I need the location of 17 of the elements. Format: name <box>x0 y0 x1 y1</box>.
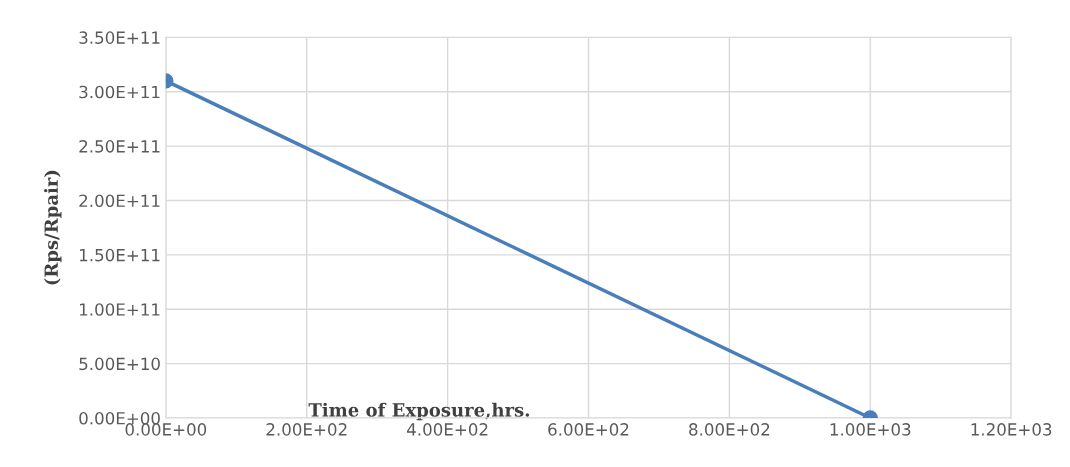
x-tick-label: 0.00E+00 <box>125 423 207 436</box>
y-tick-label: 5.00E+10 <box>79 357 160 371</box>
x-axis-title: Time of Exposure,hrs. <box>308 402 530 421</box>
y-tick-label: 1.00E+11 <box>80 303 160 316</box>
y-tick-label: 2.00E+11 <box>79 194 160 208</box>
y-tick-label: 3.50E+11 <box>79 31 160 44</box>
x-tick-label: 2.00E+02 <box>266 423 347 436</box>
y-tick-label: 2.50E+11 <box>79 140 160 153</box>
x-tick-label: 1.20E+03 <box>971 423 1052 436</box>
x-tick-label: 1.00E+03 <box>830 423 911 436</box>
y-tick-label: 3.00E+11 <box>79 85 160 99</box>
y-tick-label: 0.00E+00 <box>79 411 160 425</box>
x-tick-label: 4.00E+02 <box>407 423 488 436</box>
y-axis-title: (Rps/Rpair) <box>44 170 62 285</box>
x-tick-label: 8.00E+02 <box>689 423 770 436</box>
x-tick-label: 6.00E+02 <box>548 423 629 436</box>
y-tick-label: 1.50E+11 <box>80 248 160 262</box>
